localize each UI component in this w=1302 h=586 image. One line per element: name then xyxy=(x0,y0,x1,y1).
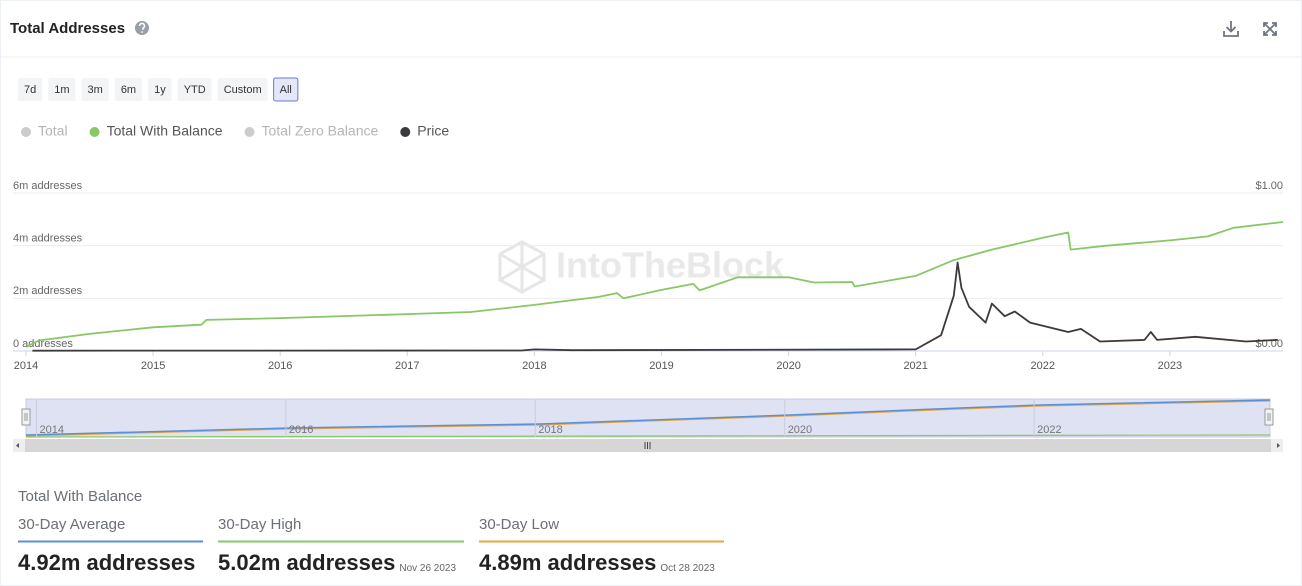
legend-item[interactable]: Price xyxy=(400,123,449,139)
stat-value: 4.89m addresses xyxy=(479,550,656,575)
x-tick-label: 2018 xyxy=(522,360,546,372)
stat-value: 4.92m addresses xyxy=(18,550,195,575)
stat-date: Oct 28 2023 xyxy=(660,563,715,574)
stat-card: 30-Day Low 4.89m addresses Oct 28 2023 xyxy=(479,516,724,575)
y-tick-label: 6m addresses xyxy=(13,180,83,192)
button-frame xyxy=(48,78,76,101)
legend-item[interactable]: Total With Balance xyxy=(89,123,223,139)
range-button[interactable]: 1y xyxy=(148,78,172,101)
watermark: IntoTheBlock xyxy=(556,245,785,286)
button-label: 7d xyxy=(24,84,36,96)
stat-value-line: 4.89m addresses Oct 28 2023 xyxy=(479,550,715,575)
legend-label: Price xyxy=(417,123,449,139)
stat-value-line: 5.02m addresses Nov 26 2023 xyxy=(218,550,456,575)
series-line xyxy=(32,261,1278,352)
legend-marker xyxy=(244,127,255,137)
summary-title: Total With Balance xyxy=(18,488,142,505)
range-button[interactable]: 7d xyxy=(18,78,43,101)
y-tick-label: 4m addresses xyxy=(13,233,83,245)
button-label: YTD xyxy=(184,84,206,96)
navigator-tick-label: 2016 xyxy=(289,424,313,436)
series-line xyxy=(25,221,1284,348)
navigator-handle[interactable] xyxy=(21,408,31,426)
y2-tick-label: $1.00 xyxy=(1255,180,1283,192)
download-button[interactable] xyxy=(1223,21,1239,37)
button-label: 1m xyxy=(54,84,69,96)
range-button[interactable]: Custom xyxy=(217,78,268,101)
navigator-line xyxy=(25,399,1271,436)
button-frame xyxy=(18,78,43,101)
stat-value: 5.02m addresses xyxy=(218,550,395,575)
legend-item[interactable]: Total xyxy=(21,123,68,139)
stat-card: 30-Day Average 4.92m addresses xyxy=(18,516,203,575)
button-label: 1y xyxy=(154,84,166,96)
x-tick-label: 2015 xyxy=(141,360,165,372)
x-tick-label: 2016 xyxy=(268,360,292,372)
navigator-line xyxy=(25,434,1271,438)
y-tick-label: 2m addresses xyxy=(13,285,83,297)
navigator-axis: 2014 2016 2018 2020 2022 xyxy=(36,399,1062,437)
x-tick-label: 2017 xyxy=(395,360,419,372)
navigator xyxy=(13,398,1283,452)
button-label: 6m xyxy=(121,84,136,96)
legend-marker xyxy=(400,127,411,137)
legend-label: Total xyxy=(38,123,68,139)
button-label: All xyxy=(280,84,292,96)
navigator-handle[interactable] xyxy=(1264,408,1274,426)
button-frame xyxy=(217,78,268,101)
x-tick-label: 2019 xyxy=(649,360,673,372)
navigator-tick-label: 2018 xyxy=(538,424,562,436)
button-frame xyxy=(148,78,172,101)
navigator-tick-label: 2014 xyxy=(40,424,64,436)
x-tick-label: 2022 xyxy=(1031,360,1055,372)
legend-marker xyxy=(89,127,100,137)
range-button[interactable]: All xyxy=(273,77,299,102)
legend-label: Total With Balance xyxy=(107,123,223,139)
legend-item[interactable]: Total Zero Balance xyxy=(244,123,379,139)
stat-label: 30-Day High xyxy=(218,516,301,533)
stat-value-line: 4.92m addresses xyxy=(18,550,195,575)
button-frame xyxy=(81,78,109,101)
x-tick-label: 2014 xyxy=(14,360,38,372)
x-tick-label: 2021 xyxy=(903,360,927,372)
help-icon[interactable] xyxy=(135,21,149,35)
button-frame xyxy=(114,78,143,101)
range-selector: 7d 1m 3m 6m 1y YTD Custom All xyxy=(18,77,299,102)
range-button[interactable]: 6m xyxy=(114,78,143,101)
button-label: 3m xyxy=(88,84,103,96)
button-label: Custom xyxy=(224,84,262,96)
stat-label: 30-Day Low xyxy=(479,516,559,533)
navigator-line xyxy=(25,400,1271,437)
x-tick-label: 2023 xyxy=(1158,360,1182,372)
summary-cards: 30-Day Average 4.92m addresses 30-Day High… xyxy=(18,516,724,575)
x-tick-label: 2020 xyxy=(776,360,800,372)
widget-title: Total Addresses xyxy=(10,20,125,37)
watermark-logo xyxy=(498,240,546,294)
navigator-tick-label: 2022 xyxy=(1037,424,1061,436)
legend-label: Total Zero Balance xyxy=(262,123,379,139)
button-frame xyxy=(273,77,299,102)
scrollbar-grip xyxy=(644,442,651,449)
fullscreen-button[interactable] xyxy=(1263,22,1277,36)
stat-date: Nov 26 2023 xyxy=(399,563,456,574)
stat-label: 30-Day Average xyxy=(18,516,125,533)
button-frame xyxy=(177,78,212,101)
range-button[interactable]: 1m xyxy=(48,78,76,101)
stat-card: 30-Day High 5.02m addresses Nov 26 2023 xyxy=(218,516,464,575)
legend: Total Total With Balance Total Zero Balanc… xyxy=(21,123,449,139)
range-button[interactable]: YTD xyxy=(177,78,212,101)
legend-marker xyxy=(21,127,31,137)
range-button[interactable]: 3m xyxy=(81,78,109,101)
navigator-tick-label: 2020 xyxy=(788,424,812,436)
